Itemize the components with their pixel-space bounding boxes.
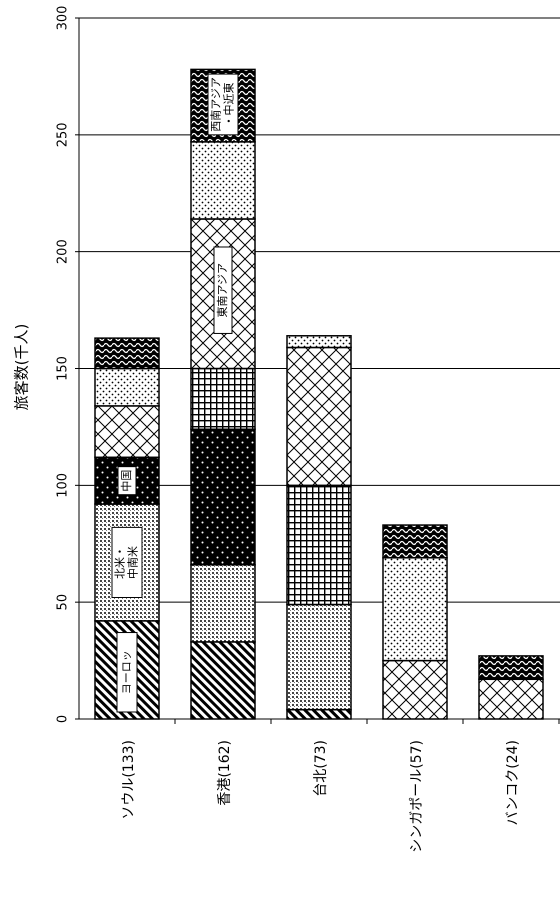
x-category-label: 台北(73) bbox=[313, 740, 329, 797]
segment-label: ヨーロッ bbox=[120, 650, 133, 694]
segment-label: 北米・ bbox=[114, 546, 127, 579]
bar-segment bbox=[94, 367, 160, 407]
segment-label: 中国 bbox=[120, 470, 133, 492]
x-category-label: シンガポール(57) bbox=[409, 740, 425, 853]
segment-label: 西南アジア bbox=[210, 77, 223, 132]
bar-segment bbox=[286, 603, 352, 711]
bar-segment bbox=[286, 335, 352, 349]
bar-segment bbox=[94, 405, 160, 459]
bar-segment bbox=[286, 484, 352, 606]
segment-label-box bbox=[117, 466, 137, 496]
y-tick-label: 100 bbox=[56, 473, 71, 498]
bar-segment bbox=[382, 557, 448, 662]
y-axis-title: 旅客数(千人) bbox=[13, 324, 31, 411]
x-category-label: バンコク(24) bbox=[505, 740, 521, 825]
segment-label: ・中近東 bbox=[223, 82, 236, 126]
bar-segment bbox=[382, 659, 448, 720]
segment-label-box bbox=[116, 632, 138, 713]
bar-segment bbox=[190, 641, 256, 720]
y-tick-label: 300 bbox=[56, 6, 71, 31]
bar-segment bbox=[478, 678, 544, 720]
segment-label-box bbox=[207, 73, 239, 136]
bar-segment bbox=[190, 367, 256, 431]
y-tick-label: 0 bbox=[56, 715, 71, 723]
x-category-label: 香港(162) bbox=[217, 740, 233, 806]
bar-segment bbox=[190, 564, 256, 643]
bar-segment bbox=[286, 708, 352, 720]
y-tick-label: 150 bbox=[56, 356, 71, 381]
y-tick-label: 250 bbox=[56, 122, 71, 147]
segment-label-box bbox=[213, 246, 233, 334]
segment-label-box bbox=[111, 526, 143, 598]
bar-segment bbox=[382, 524, 448, 559]
bar-segment bbox=[190, 428, 256, 566]
bar-segment bbox=[286, 346, 352, 487]
segment-label: 中南米 bbox=[127, 546, 140, 579]
segment-label: 東南アジア bbox=[216, 263, 229, 318]
y-tick-label: 50 bbox=[56, 594, 71, 611]
bar-segment bbox=[478, 655, 544, 681]
y-tick-label: 200 bbox=[56, 239, 71, 264]
x-category-label: ソウル(133) bbox=[121, 740, 137, 820]
bar-segment bbox=[190, 141, 256, 220]
bar-segment bbox=[94, 337, 160, 370]
